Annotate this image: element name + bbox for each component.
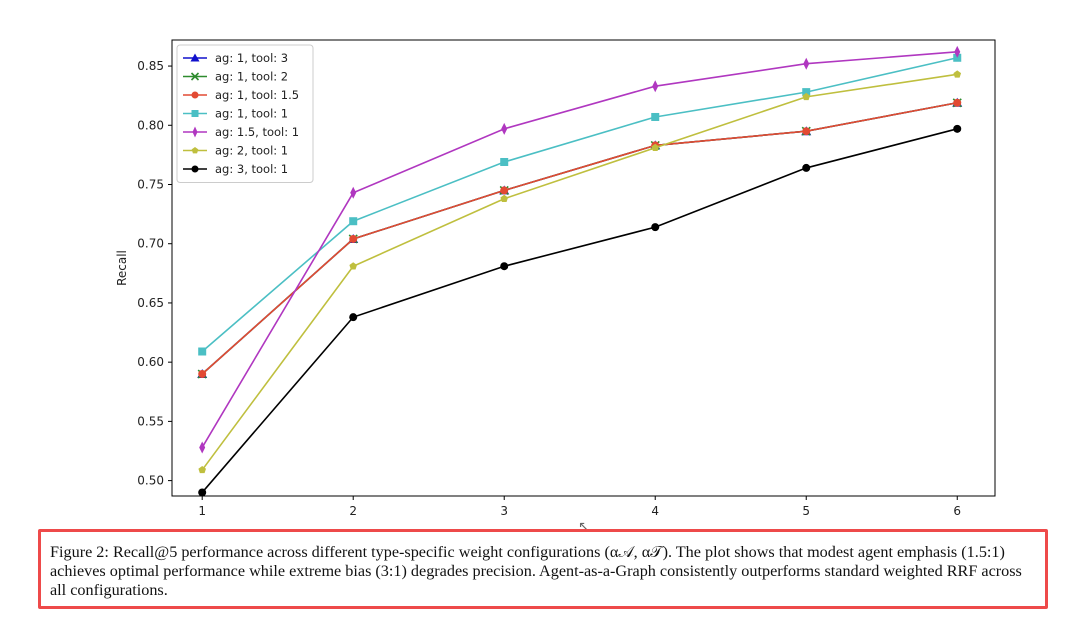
x-tick-label: 1 xyxy=(198,504,206,518)
legend-marker xyxy=(191,91,199,99)
legend-label: ag: 1, tool: 1 xyxy=(215,107,288,121)
legend-label: ag: 1, tool: 3 xyxy=(215,51,288,65)
data-point xyxy=(500,194,509,202)
figure-caption: Figure 2: Recall@5 performance across di… xyxy=(50,543,1022,599)
caption-highlight-box: Figure 2: Recall@5 performance across di… xyxy=(38,529,1048,609)
data-point xyxy=(953,70,962,78)
y-tick-label: 0.70 xyxy=(137,237,164,251)
legend-label: ag: 1, tool: 2 xyxy=(215,70,288,84)
data-point xyxy=(349,313,358,322)
y-axis: 0.50 0.55 0.60 0.65 0.70 0.75 0.80 0.85 xyxy=(137,59,172,488)
y-tick-label: 0.50 xyxy=(137,474,164,488)
data-point xyxy=(954,45,961,58)
data-point xyxy=(198,488,207,497)
data-point xyxy=(802,92,811,101)
data-point xyxy=(953,98,962,107)
legend-marker xyxy=(191,110,199,117)
data-point xyxy=(802,163,811,172)
data-point xyxy=(199,441,206,454)
data-point xyxy=(953,124,962,133)
legend-entry: ag: 1, tool: 3 xyxy=(183,51,288,65)
data-point xyxy=(350,186,357,199)
x-axis: 1 2 3 4 5 6 xyxy=(198,496,961,518)
legend-marker xyxy=(192,126,198,138)
data-point xyxy=(198,465,207,474)
legend-label: ag: 1.5, tool: 1 xyxy=(215,125,299,139)
data-point xyxy=(198,370,207,379)
legend-entry: ag: 1, tool: 2 xyxy=(183,70,288,84)
series-line xyxy=(201,128,958,493)
series-line xyxy=(201,56,958,353)
legend-label: ag: 2, tool: 1 xyxy=(215,144,288,158)
legend-label: ag: 3, tool: 1 xyxy=(215,162,288,176)
y-tick-label: 0.85 xyxy=(137,59,164,73)
legend-entry: ag: 1, tool: 1.5 xyxy=(183,88,299,102)
data-point xyxy=(500,186,509,195)
series-layer xyxy=(197,45,963,497)
x-tick-label: 3 xyxy=(500,504,508,518)
series-line xyxy=(201,101,958,375)
series-5 xyxy=(199,45,961,454)
legend-marker xyxy=(191,147,199,154)
data-point xyxy=(349,234,358,243)
legend-entry: ag: 1.5, tool: 1 xyxy=(183,125,299,139)
mouse-cursor-icon: ↖ xyxy=(578,519,590,535)
data-point xyxy=(802,127,811,136)
series-7 xyxy=(198,124,962,497)
data-point xyxy=(651,143,660,152)
legend-marker xyxy=(190,72,200,81)
y-tick-label: 0.65 xyxy=(137,296,164,310)
legend-entry: ag: 1, tool: 1 xyxy=(183,107,288,121)
legend-box xyxy=(176,44,314,183)
y-tick-label: 0.60 xyxy=(137,355,164,369)
y-axis-label: Recall xyxy=(115,250,129,286)
data-point xyxy=(500,157,509,166)
data-point xyxy=(651,112,660,121)
data-point xyxy=(651,223,660,232)
legend-marker xyxy=(191,165,199,173)
data-point xyxy=(349,262,358,270)
legend: ag: 1, tool: 3 ag: 1, tool: 2 ag: 1, tool:… xyxy=(176,44,314,183)
data-point xyxy=(652,80,659,93)
data-point xyxy=(803,57,810,70)
data-point xyxy=(198,347,207,356)
x-tick-label: 6 xyxy=(953,504,961,518)
data-point xyxy=(501,122,508,135)
data-point xyxy=(802,88,811,97)
series-line xyxy=(201,73,958,471)
data-point xyxy=(500,262,509,271)
y-tick-label: 0.80 xyxy=(137,118,164,132)
y-tick-label: 0.75 xyxy=(137,177,164,191)
legend-marker xyxy=(190,53,200,62)
data-point xyxy=(349,217,358,226)
y-tick-label: 0.55 xyxy=(137,414,164,428)
legend-label: ag: 1, tool: 1.5 xyxy=(215,88,299,102)
x-tick-label: 5 xyxy=(802,504,810,518)
x-tick-label: 4 xyxy=(651,504,659,518)
series-6 xyxy=(198,70,962,474)
x-tick-label: 2 xyxy=(349,504,357,518)
legend-entry: ag: 2, tool: 1 xyxy=(183,144,288,158)
legend-entry: ag: 3, tool: 1 xyxy=(183,162,288,176)
series-line xyxy=(201,51,958,448)
